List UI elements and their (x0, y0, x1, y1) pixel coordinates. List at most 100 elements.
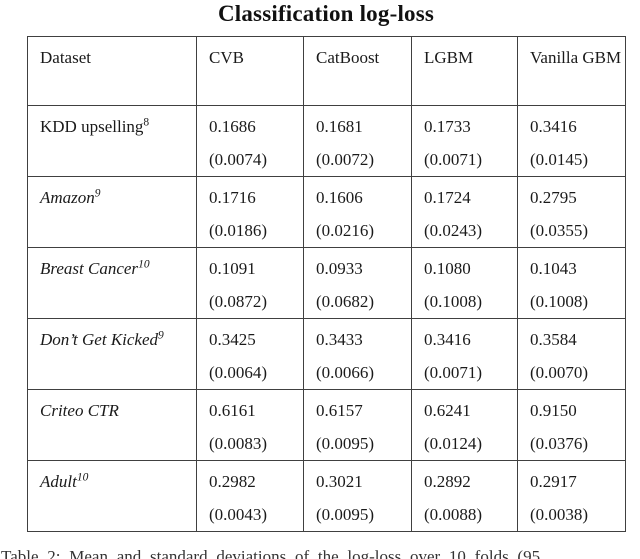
table-row: Criteo CTR 0.6161 (0.0083) 0.6157 (0.0095)… (27, 389, 626, 461)
dataset-footnote: 10 (138, 258, 150, 271)
dataset-cell: Breast Cancer10 (27, 247, 197, 319)
cvb-value-cell: 0.2982 (0.0043) (196, 460, 304, 532)
table-row: Adult10 0.2982 (0.0043) 0.3021 (0.0095) 0.… (27, 460, 626, 532)
metric-std: (0.0124) (424, 434, 483, 453)
dataset-footnote: 8 (143, 116, 150, 129)
metric-std: (0.0074) (209, 150, 268, 169)
lgbm-value-cell: 0.3416 (0.0071) (411, 318, 518, 390)
metric-value: 0.1716 (209, 188, 256, 207)
header-cell-catboost: CatBoost (303, 36, 412, 106)
metric-value: 0.2982 (209, 472, 256, 491)
table-caption: Table 2: Mean and standard deviations of… (1, 547, 541, 559)
catboost-value-cell: 0.0933 (0.0682) (303, 247, 412, 319)
metric-std: (0.0243) (424, 221, 483, 240)
metric-value: 0.3416 (424, 330, 471, 349)
cvb-value-cell: 0.3425 (0.0064) (196, 318, 304, 390)
table-body: KDD upselling8 0.1686 (0.0074) 0.1681 (0.0… (27, 105, 626, 532)
catboost-value-cell: 0.1681 (0.0072) (303, 105, 412, 177)
table-header: Dataset CVB CatBoost LGBM Vanilla GBM (27, 36, 626, 106)
metric-value: 0.2892 (424, 472, 471, 491)
metric-std: (0.0872) (209, 292, 268, 311)
metric-value: 0.6157 (316, 401, 363, 420)
metric-std: (0.0038) (530, 505, 589, 524)
dataset-name: Don’t Get Kicked (40, 330, 159, 349)
dataset-footnote: 9 (158, 329, 164, 342)
lgbm-value-cell: 0.1724 (0.0243) (411, 176, 518, 248)
metric-value: 0.1091 (209, 259, 256, 278)
vanilla-gbm-value-cell: 0.2795 (0.0355) (517, 176, 626, 248)
metric-std: (0.0071) (424, 150, 483, 169)
vanilla-gbm-value-cell: 0.3416 (0.0145) (517, 105, 626, 177)
metric-value: 0.6241 (424, 401, 471, 420)
table-row: Amazon9 0.1716 (0.0186) 0.1606 (0.0216) 0.… (27, 176, 626, 248)
metric-std: (0.0064) (209, 363, 268, 382)
metric-value: 0.2917 (530, 472, 577, 491)
header-cell-lgbm: LGBM (411, 36, 518, 106)
dataset-footnote: 9 (94, 187, 101, 200)
metric-value: 0.1681 (316, 117, 363, 136)
dataset-footnote: 10 (76, 471, 89, 484)
table-row: KDD upselling8 0.1686 (0.0074) 0.1681 (0.0… (27, 105, 626, 177)
cvb-value-cell: 0.6161 (0.0083) (196, 389, 304, 461)
metric-value: 0.3584 (530, 330, 577, 349)
catboost-value-cell: 0.6157 (0.0095) (303, 389, 412, 461)
dataset-name: Breast Cancer (40, 259, 139, 278)
dataset-cell: Adult10 (27, 460, 197, 532)
metric-std: (0.0376) (530, 434, 589, 453)
metric-value: 0.9150 (530, 401, 577, 420)
lgbm-value-cell: 0.6241 (0.0124) (411, 389, 518, 461)
vanilla-gbm-value-cell: 0.1043 (0.1008) (517, 247, 626, 319)
metric-value: 0.3021 (316, 472, 363, 491)
cvb-value-cell: 0.1686 (0.0074) (196, 105, 304, 177)
metric-value: 0.1724 (424, 188, 471, 207)
vanilla-gbm-value-cell: 0.3584 (0.0070) (517, 318, 626, 390)
metric-std: (0.0095) (316, 505, 375, 524)
metric-std: (0.0088) (424, 505, 483, 524)
catboost-value-cell: 0.3433 (0.0066) (303, 318, 412, 390)
dataset-name: KDD upselling (40, 117, 144, 136)
cvb-value-cell: 0.1716 (0.0186) (196, 176, 304, 248)
metric-value: 0.1606 (316, 188, 363, 207)
metric-value: 0.2795 (530, 188, 577, 207)
metric-std: (0.0083) (209, 434, 268, 453)
metric-value: 0.6161 (209, 401, 256, 420)
dataset-cell: Amazon9 (27, 176, 197, 248)
metric-value: 0.1733 (424, 117, 471, 136)
metric-value: 0.3433 (316, 330, 363, 349)
cvb-value-cell: 0.1091 (0.0872) (196, 247, 304, 319)
metric-std: (0.0066) (316, 363, 375, 382)
metric-value: 0.3416 (530, 117, 577, 136)
dataset-cell: Criteo CTR (27, 389, 197, 461)
metric-value: 0.3425 (209, 330, 256, 349)
metric-std: (0.0186) (209, 221, 268, 240)
metric-value: 0.0933 (316, 259, 363, 278)
catboost-value-cell: 0.1606 (0.0216) (303, 176, 412, 248)
lgbm-value-cell: 0.2892 (0.0088) (411, 460, 518, 532)
results-table: Dataset CVB CatBoost LGBM Vanilla GBM KD… (27, 36, 626, 532)
metric-value: 0.1686 (209, 117, 256, 136)
metric-std: (0.1008) (530, 292, 589, 311)
metric-std: (0.0043) (209, 505, 268, 524)
lgbm-value-cell: 0.1080 (0.1008) (411, 247, 518, 319)
dataset-cell: KDD upselling8 (27, 105, 197, 177)
metric-std: (0.0145) (530, 150, 589, 169)
metric-std: (0.0682) (316, 292, 375, 311)
table-row: Don’t Get Kicked9 0.3425 (0.0064) 0.3433 (… (27, 318, 626, 390)
header-row: Dataset CVB CatBoost LGBM Vanilla GBM (27, 36, 626, 106)
dataset-cell: Don’t Get Kicked9 (27, 318, 197, 390)
table-title: Classification log-loss (217, 1, 435, 26)
lgbm-value-cell: 0.1733 (0.0071) (411, 105, 518, 177)
header-cell-cvb: CVB (196, 36, 304, 106)
metric-std: (0.0070) (530, 363, 589, 382)
catboost-value-cell: 0.3021 (0.0095) (303, 460, 412, 532)
header-cell-vanilla-gbm: Vanilla GBM (517, 36, 626, 106)
metric-std: (0.0355) (530, 221, 589, 240)
metric-std: (0.0071) (424, 363, 483, 382)
vanilla-gbm-value-cell: 0.9150 (0.0376) (517, 389, 626, 461)
metric-value: 0.1043 (530, 259, 577, 278)
metric-std: (0.0095) (316, 434, 375, 453)
table-row: Breast Cancer10 0.1091 (0.0872) 0.0933 (0.… (27, 247, 626, 319)
metric-std: (0.0216) (316, 221, 375, 240)
metric-value: 0.1080 (424, 259, 471, 278)
